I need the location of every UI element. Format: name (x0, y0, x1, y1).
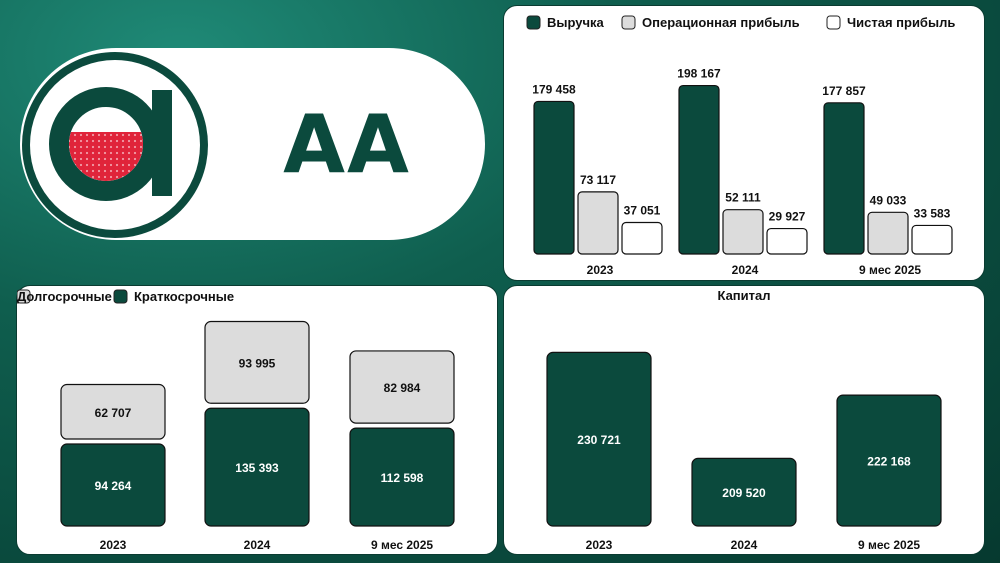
legend-label: Выручка (547, 15, 605, 30)
data-label: 29 927 (769, 210, 806, 224)
data-label: 33 583 (914, 206, 951, 220)
bar-short-1 (204, 407, 310, 527)
x-tick-label: 9 мес 2025 (371, 538, 433, 552)
x-tick-label: 2024 (244, 538, 271, 552)
data-label: 49 033 (870, 193, 907, 207)
x-tick-label: 9 мес 2025 (859, 263, 921, 277)
logo-badge (30, 60, 200, 230)
data-label: 177 857 (822, 84, 866, 98)
bar-capital-1 (691, 457, 797, 527)
bar-capital-2 (836, 394, 942, 527)
capital-panel: Капитал 230 721 2023 209 520 2024 222 168 9 ме… (503, 285, 985, 555)
bar-2023-0 (533, 100, 575, 255)
bar-2024-0 (678, 84, 720, 255)
data-label: 179 458 (532, 82, 576, 96)
data-label: 198 167 (677, 67, 721, 81)
debt-panel: Краткосрочные Долгосрочные 94 264 62 707 202… (16, 285, 498, 555)
bar-9 мес 2025-1 (867, 211, 909, 255)
x-tick-label: 2023 (586, 538, 613, 552)
data-label: 73 117 (580, 173, 616, 187)
bar-capital-0 (546, 351, 652, 527)
chart-title: Капитал (717, 288, 770, 303)
x-tick-label: 9 мес 2025 (858, 538, 920, 552)
x-tick-label: 2023 (100, 538, 127, 552)
bar-2023-1 (577, 191, 619, 255)
data-label: 135 393 (235, 461, 279, 475)
data-label: 93 995 (239, 356, 276, 370)
ticker-symbol: AA (283, 98, 411, 191)
bar-long-0 (60, 383, 166, 440)
capital-chart: Капитал 230 721 2023 209 520 2024 222 168 9 ме… (546, 288, 942, 552)
data-label: 52 111 (725, 191, 761, 205)
legend-label: Долгосрочные (17, 289, 112, 304)
legend-swatch (621, 15, 636, 30)
revenue-profit-chart: Выручка Операционная прибыль Чистая прибыл… (526, 15, 955, 277)
data-label: 94 264 (95, 479, 132, 493)
debt-chart: Краткосрочные Долгосрочные 94 264 62 707 202… (17, 289, 455, 552)
legend-swatch (526, 15, 541, 30)
data-label: 222 168 (867, 455, 911, 469)
data-label: 37 051 (624, 204, 661, 218)
bar-2024-2 (766, 227, 808, 255)
data-label: 230 721 (577, 433, 621, 447)
bar-9 мес 2025-2 (911, 224, 953, 255)
bar-2024-1 (722, 209, 764, 255)
bar-2023-2 (621, 221, 663, 255)
x-tick-label: 2024 (731, 538, 758, 552)
legend-swatch (17, 289, 31, 304)
data-label: 82 984 (384, 381, 421, 395)
bar-short-2 (349, 427, 455, 527)
data-label: 112 598 (381, 471, 424, 485)
x-tick-label: 2024 (732, 263, 759, 277)
legend-label: Операционная прибыль (642, 15, 800, 30)
data-label: 62 707 (95, 406, 132, 420)
bar-short-0 (60, 443, 166, 527)
bar-9 мес 2025-0 (823, 102, 865, 255)
legend-swatch (113, 289, 128, 304)
legend-swatch (826, 15, 841, 30)
bar-long-1 (204, 320, 310, 404)
bar-long-2 (349, 350, 455, 424)
data-label: 209 520 (722, 486, 766, 500)
x-tick-label: 2023 (587, 263, 614, 277)
legend-label: Краткосрочные (134, 289, 234, 304)
revenue-profit-panel: Выручка Операционная прибыль Чистая прибыл… (503, 5, 985, 281)
legend-label: Чистая прибыль (847, 15, 955, 30)
